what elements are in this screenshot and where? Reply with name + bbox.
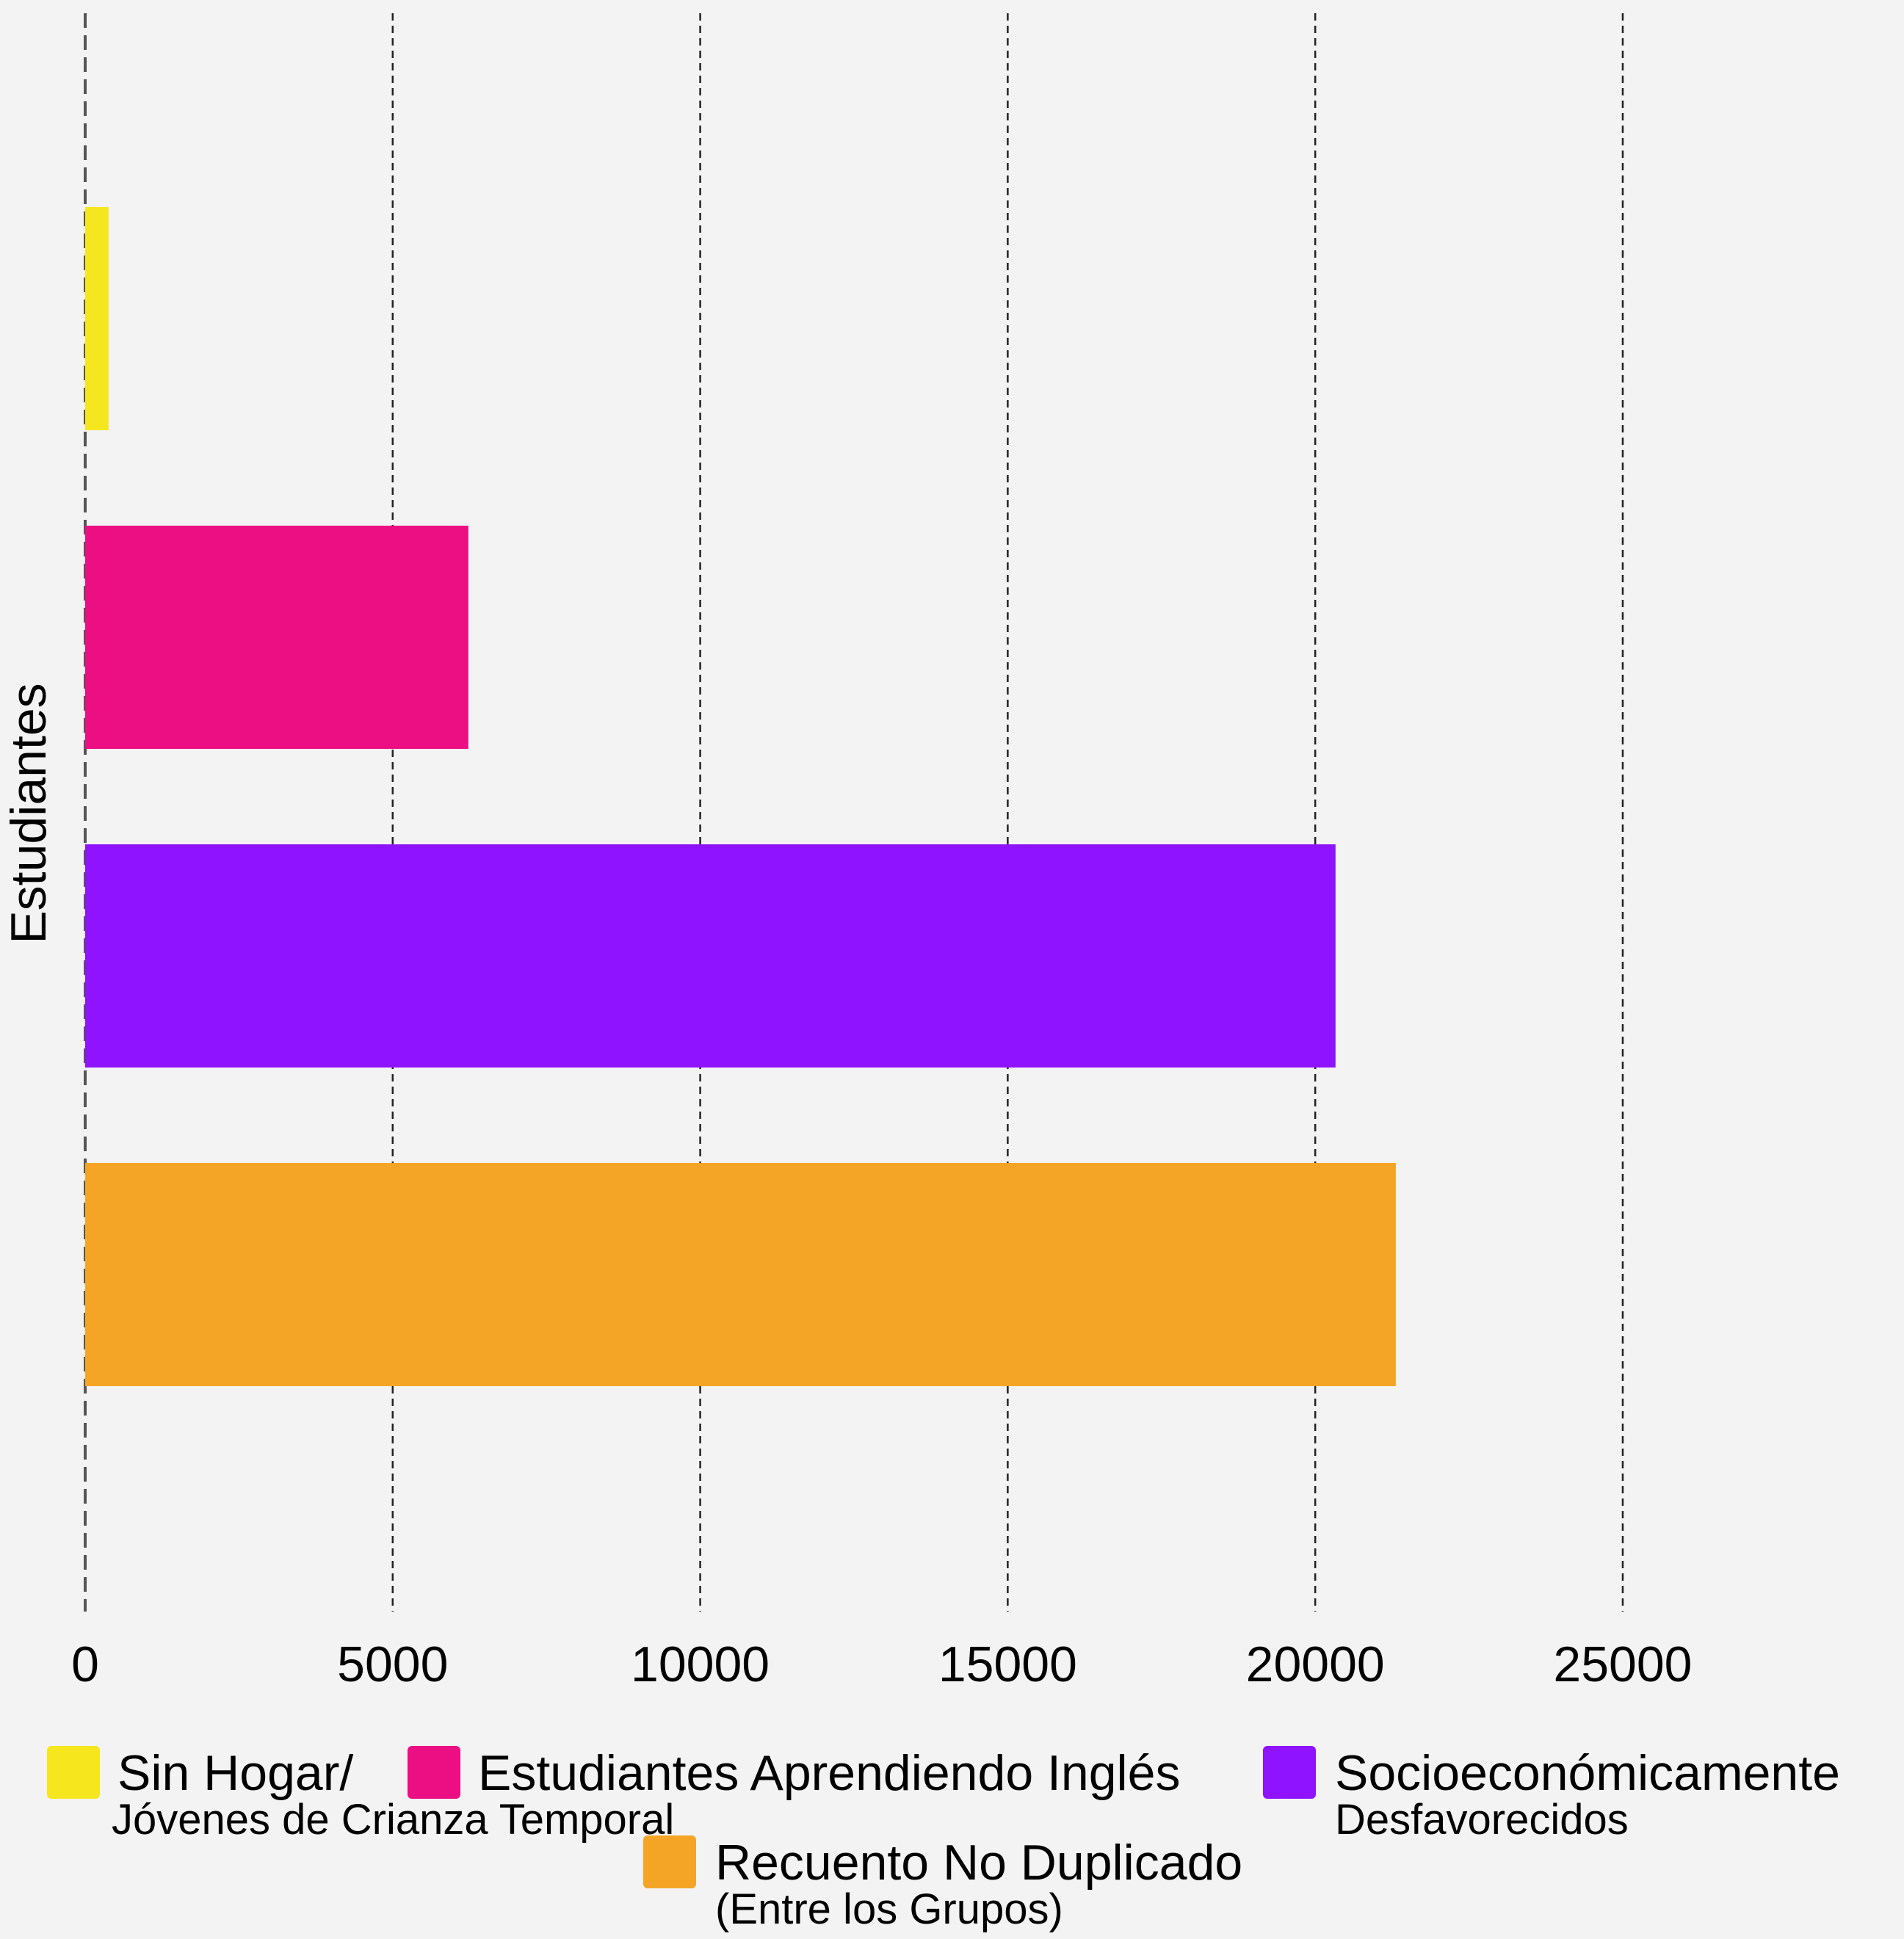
legend-swatch [408, 1746, 460, 1799]
legend-item: Sin Hogar/Jóvenes de Crianza Temporal [47, 1745, 674, 1844]
bar [85, 207, 109, 430]
x-tick-label: 0 [71, 1637, 99, 1692]
x-tick-label: 10000 [631, 1637, 770, 1692]
legend-label: Recuento No Duplicado [715, 1835, 1242, 1891]
legend-label: Estudiantes Aprendiendo Inglés [478, 1745, 1180, 1801]
legend-item: Estudiantes Aprendiendo Inglés [408, 1745, 1180, 1801]
bar [85, 526, 468, 749]
legend: Sin Hogar/Jóvenes de Crianza TemporalEst… [47, 1745, 1840, 1933]
legend-swatch [1263, 1746, 1316, 1799]
x-tick-label: 25000 [1553, 1637, 1692, 1692]
x-tick-label: 5000 [337, 1637, 448, 1692]
legend-swatch [47, 1746, 100, 1799]
x-tick-label: 20000 [1246, 1637, 1385, 1692]
y-axis-label: Estudiantes [1, 683, 57, 943]
legend-label: Jóvenes de Crianza Temporal [112, 1796, 674, 1844]
legend-label: Sin Hogar/ [117, 1745, 353, 1801]
legend-label: Socioeconómicamente [1335, 1745, 1840, 1801]
bar [85, 844, 1336, 1068]
x-tick-label: 15000 [938, 1637, 1077, 1692]
x-axis-ticks: 0 5000 10000 15000 20000 25000 [71, 1637, 1692, 1692]
legend-label: Desfavorecidos [1335, 1796, 1629, 1844]
legend-label: (Entre los Grupos) [715, 1885, 1063, 1933]
legend-item: Recuento No Duplicado(Entre los Grupos) [643, 1835, 1242, 1933]
bars [85, 207, 1396, 1386]
legend-swatch [643, 1835, 696, 1888]
bar [85, 1163, 1396, 1386]
